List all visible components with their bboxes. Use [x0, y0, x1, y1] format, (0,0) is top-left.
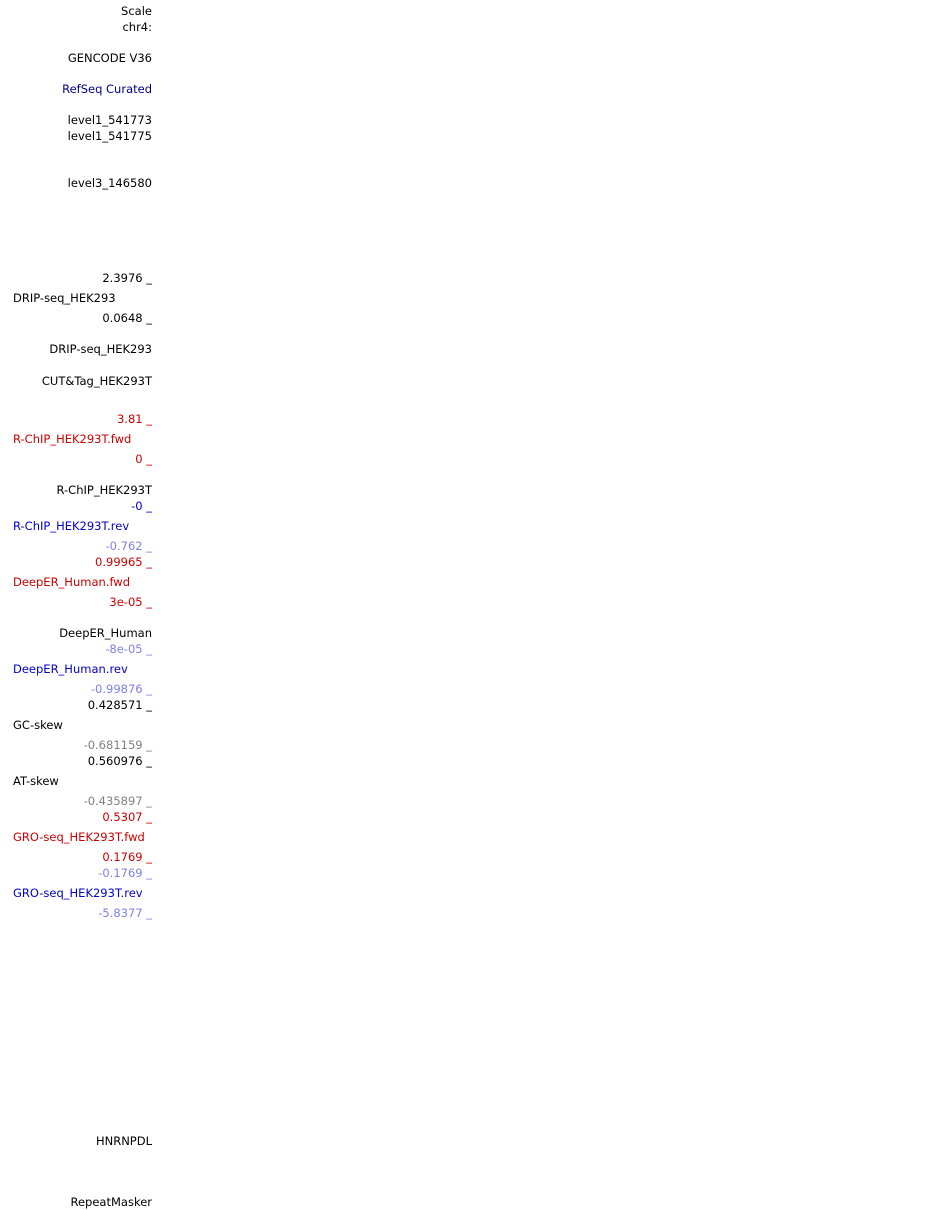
deeper-fwd-min-value: 3e-05 _ [109, 595, 152, 609]
gro-rev-min-value: -5.8377 _ [98, 906, 152, 920]
drip-peaks-track-label[interactable]: DRIP-seq_HEK293 [49, 342, 152, 356]
drip-min-value: 0.0648 _ [102, 311, 152, 325]
level1-541773-label[interactable]: level1_541773 [67, 113, 152, 127]
refseq-track-label[interactable]: RefSeq Curated [62, 82, 152, 96]
gro-rev-track-label[interactable]: GRO-seq_HEK293T.rev [13, 886, 143, 900]
deeper-peaks-track-label[interactable]: DeepER_Human [59, 626, 152, 640]
repeatmasker-track-label[interactable]: RepeatMasker [70, 1195, 153, 1209]
rchip-fwd-min-value: 0 _ [135, 452, 152, 466]
hnrnpdl-label[interactable]: HNRNPDL [95, 1134, 152, 1148]
drip-max-value: 2.3976 _ [102, 271, 152, 285]
drip-signal-track-label[interactable]: DRIP-seq_HEK293 [13, 291, 116, 305]
rchip-rev-min-value: -0.762 _ [105, 539, 152, 553]
gro-fwd-track-label[interactable]: GRO-seq_HEK293T.fwd [13, 830, 145, 844]
rchip-fwd-max-value: 3.81 _ [116, 412, 152, 426]
gro-fwd-max-value: 0.5307 _ [102, 810, 152, 824]
scale-label: Scale [121, 4, 152, 18]
rchip-rev-max-value: -0 _ [131, 499, 152, 513]
cuttag-track-label[interactable]: CUT&Tag_HEK293T [41, 374, 152, 388]
rchip-rev-track-label[interactable]: R-ChIP_HEK293T.rev [13, 519, 130, 533]
deeper-fwd-track-label[interactable]: DeepER_Human.fwd [13, 575, 130, 589]
level3-146580-label[interactable]: level3_146580 [67, 176, 152, 190]
level1-541775-label[interactable]: level1_541775 [67, 129, 152, 143]
chromosome-label: chr4: [122, 20, 152, 34]
at-skew-min-value: -0.435897 _ [83, 794, 152, 808]
gc-skew-min-value: -0.681159 _ [83, 738, 152, 752]
gencode-track-label[interactable]: GENCODE V36 [67, 51, 152, 65]
deeper-rev-min-value: -0.99876 _ [90, 682, 152, 696]
rchip-fwd-track-label[interactable]: R-ChIP_HEK293T.fwd [13, 432, 132, 446]
rchip-peaks-track-label[interactable]: R-ChIP_HEK293T [56, 483, 153, 497]
deeper-rev-track-label[interactable]: DeepER_Human.rev [13, 662, 128, 676]
deeper-fwd-max-value: 0.99965 _ [95, 555, 152, 569]
at-skew-track-label[interactable]: AT-skew [13, 774, 59, 788]
gro-fwd-min-value: 0.1769 _ [102, 850, 152, 864]
gro-rev-max-value: -0.1769 _ [98, 866, 152, 880]
at-skew-max-value: 0.560976 _ [87, 754, 152, 768]
gc-skew-track-label[interactable]: GC-skew [13, 718, 63, 732]
gc-skew-max-value: 0.428571 _ [87, 698, 152, 712]
deeper-rev-max-value: -8e-05 _ [105, 642, 152, 656]
